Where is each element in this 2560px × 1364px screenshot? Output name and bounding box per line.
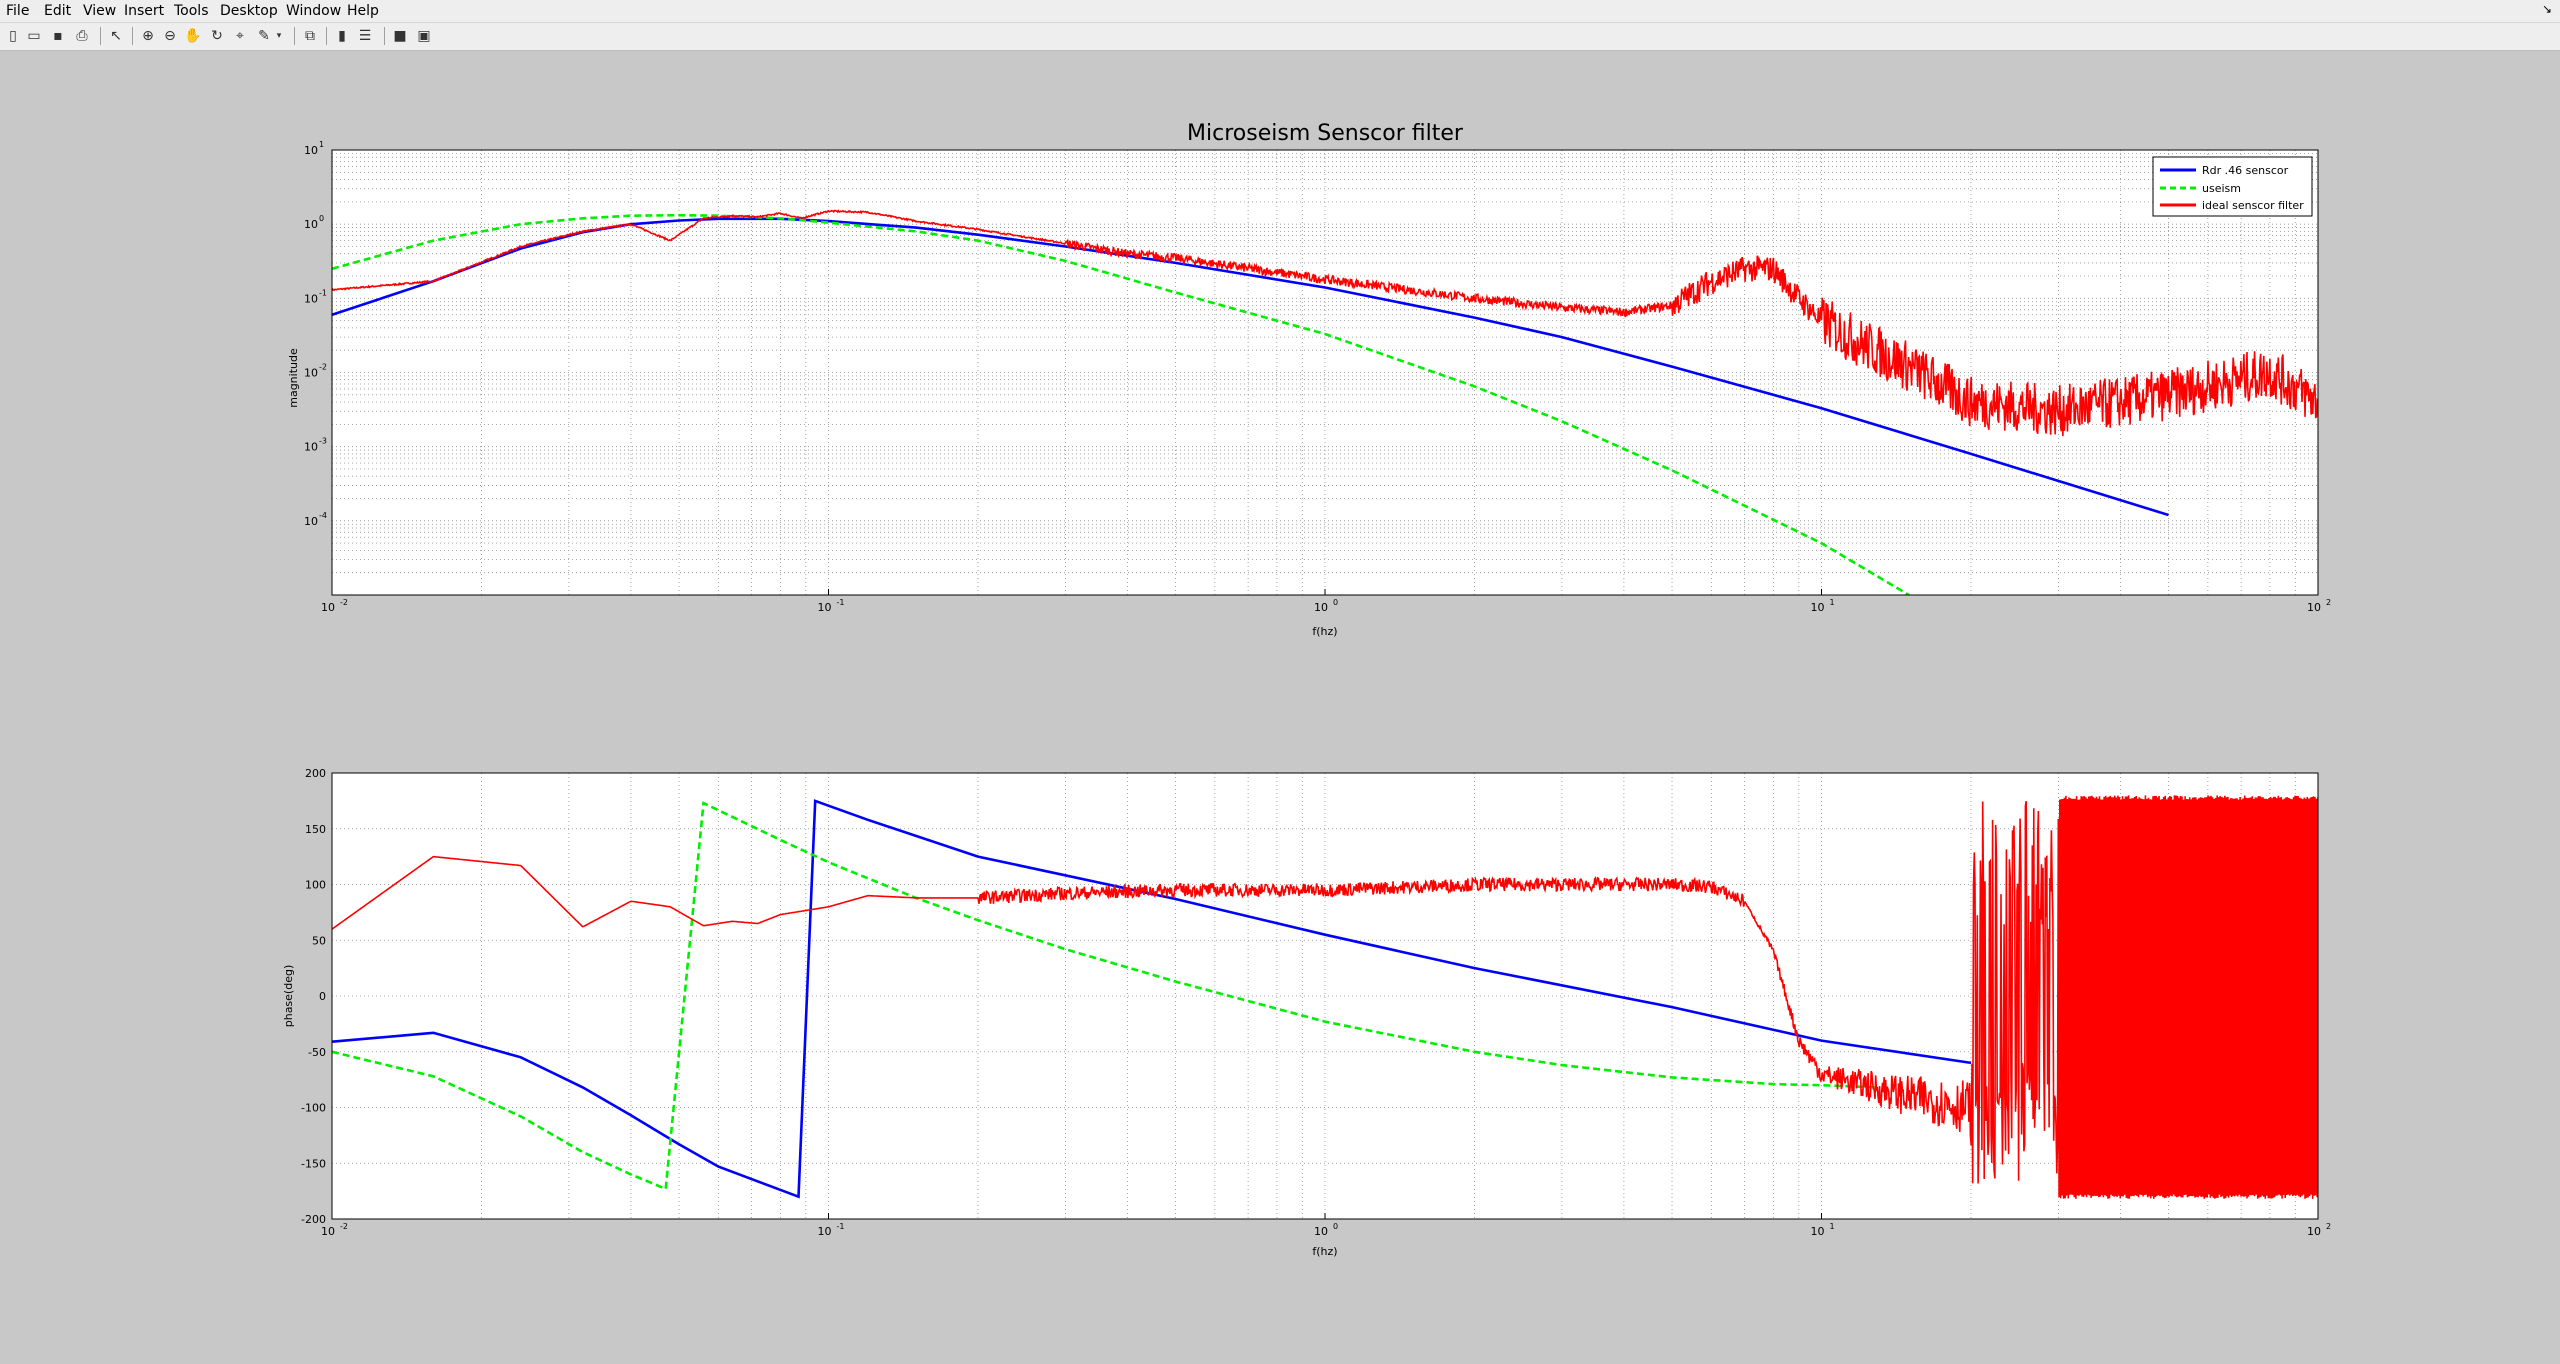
y-tick-label: 10	[304, 144, 318, 157]
sensor-series-line	[332, 217, 2169, 517]
menu-desktop[interactable]: Desktop	[220, 3, 278, 19]
phase-lines	[332, 795, 2318, 1199]
x-tick-exponent: 0	[1333, 1222, 1338, 1231]
y-tick-label: 10	[304, 515, 318, 528]
pan-hand-icon[interactable]: ✋	[184, 28, 202, 44]
menu-edit[interactable]: Edit	[44, 3, 72, 19]
edit-plot-arrow-icon[interactable]: ↖	[110, 28, 122, 44]
x-tick-exponent: 2	[2326, 598, 2331, 607]
legend[interactable]: Rdr .46 senscor useism ideal senscor fil…	[2152, 156, 2313, 217]
menu-insert[interactable]: Insert	[124, 3, 165, 19]
x-tick-label: 10	[1811, 1225, 1825, 1238]
y-tick-exponent: -2	[319, 363, 327, 372]
x-tick-exponent: -2	[340, 598, 348, 607]
y-tick-exponent: -3	[319, 437, 327, 446]
x-tick-exponent: 1	[1830, 598, 1835, 607]
new-figure-icon[interactable]: ▯	[9, 28, 17, 44]
y-tick-label: -150	[301, 1157, 326, 1170]
y-tick-label: -50	[308, 1046, 326, 1059]
x-tick-label: 10	[1314, 1225, 1328, 1238]
y-tick-label: 10	[304, 292, 318, 305]
useism-series-line	[332, 213, 1910, 595]
magnitude-lines	[332, 209, 2318, 595]
y-tick-exponent: -4	[319, 511, 327, 520]
y-tick-label: 10	[304, 441, 318, 454]
menu-tools[interactable]: Tools	[174, 3, 209, 19]
y-tick-label: 200	[305, 767, 326, 780]
menu-view[interactable]: View	[83, 3, 117, 19]
legend-label-ideal: ideal senscor filter	[2202, 199, 2304, 212]
magnitude-grid	[331, 150, 2318, 596]
y-tick-label: 50	[312, 934, 326, 947]
x-tick-label: 10	[321, 1225, 335, 1238]
open-file-icon[interactable]: ▭	[27, 28, 41, 44]
x-tick-label: 10	[818, 1225, 832, 1238]
magnitude-tick-labels: 10 -2 10 -1 10 0 10 1 10 210 -410 -310 -210 -110 010 1	[304, 140, 2331, 614]
brush-icon[interactable]: ✎	[258, 28, 270, 44]
print-icon[interactable]: ⎙	[76, 28, 88, 44]
x-tick-exponent: -2	[340, 1222, 348, 1231]
x-tick-exponent: 2	[2326, 1222, 2331, 1231]
figure-toolbar: ▯ ▭ ▪ ⎙ ↖ ⊕ ⊖ ✋ ↻ ⌖ ✎ ▾ ⧉ ▮ ☰ ■ ▣	[0, 23, 2560, 51]
colorbar-icon[interactable]: ▮	[338, 28, 346, 44]
y-tick-exponent: 0	[319, 214, 324, 223]
zoom-in-icon[interactable]: ⊕	[142, 28, 154, 44]
hide-plot-tools-icon[interactable]: ■	[393, 28, 407, 44]
menu-file[interactable]: File	[6, 3, 30, 19]
x-tick-exponent: -1	[837, 1222, 845, 1231]
chart-title: Microseism Senscor filter	[1187, 121, 1464, 146]
menu-help[interactable]: Help	[347, 3, 379, 19]
y-tick-label: -100	[301, 1102, 326, 1115]
phase-axes: 10 -2 10 -1 10 0 10 1 10 2-200-150-100-5005010015…	[282, 767, 2331, 1258]
x-tick-label: 10	[321, 601, 335, 614]
x-tick-label: 10	[818, 601, 832, 614]
legend-icon[interactable]: ☰	[358, 28, 372, 44]
x-tick-label: 10	[2307, 1225, 2321, 1238]
data-cursor-icon[interactable]: ⌖	[236, 28, 244, 44]
x-tick-label: 10	[1811, 601, 1825, 614]
x-tick-exponent: 0	[1333, 598, 1338, 607]
dock-arrow-icon[interactable]: ↘	[2541, 2, 2552, 16]
x-tick-label: 10	[1314, 601, 1328, 614]
rotate-3d-icon[interactable]: ↻	[211, 28, 223, 44]
phase-x-label: f(hz)	[1312, 1245, 1337, 1258]
legend-label-sensor: Rdr .46 senscor	[2202, 164, 2289, 177]
x-tick-exponent: -1	[837, 598, 845, 607]
phase-y-label: phase(deg)	[282, 965, 295, 1028]
sensor-series-line	[332, 799, 1972, 1199]
magnitude-y-label: magnitude	[287, 348, 300, 408]
magnitude-x-label: f(hz)	[1312, 625, 1337, 638]
y-tick-label: 150	[305, 823, 326, 836]
link-plot-icon[interactable]: ⧉	[305, 28, 315, 44]
brush-dropdown-icon[interactable]: ▾	[276, 31, 282, 41]
y-tick-label: 0	[319, 990, 326, 1003]
y-tick-label: 10	[304, 218, 318, 231]
phase-tick-labels: 10 -2 10 -1 10 0 10 1 10 2-200-150-100-5005010015…	[301, 767, 2331, 1238]
ideal-series-line	[332, 209, 2318, 437]
zoom-out-icon[interactable]: ⊖	[164, 28, 176, 44]
magnitude-axes: 10 -2 10 -1 10 0 10 1 10 210 -410 -310 -210 -110 010 1 …	[287, 121, 2331, 638]
x-tick-label: 10	[2307, 601, 2321, 614]
show-plot-tools-icon[interactable]: ▣	[417, 28, 431, 44]
y-tick-exponent: 1	[319, 140, 324, 149]
x-tick-exponent: 1	[1830, 1222, 1835, 1231]
y-tick-label: 100	[305, 879, 326, 892]
legend-label-useism: useism	[2202, 182, 2241, 195]
menu-window[interactable]: Window	[286, 3, 342, 19]
useism-series-line	[332, 801, 1879, 1191]
menu-bar: File Edit View Insert Tools Desktop Wind…	[0, 0, 2560, 23]
ideal-series-line	[332, 795, 2318, 1199]
y-tick-exponent: -1	[319, 288, 327, 297]
y-tick-label: 10	[304, 367, 318, 380]
y-tick-label: -200	[301, 1213, 326, 1226]
save-icon[interactable]: ▪	[53, 28, 63, 44]
